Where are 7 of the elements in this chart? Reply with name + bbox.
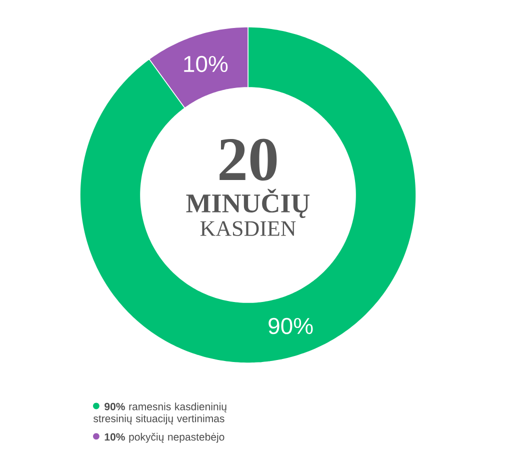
text: 20	[220, 138, 277, 181]
text: KASDIEN	[200, 221, 296, 236]
legend-label: 10% pokyčių nepastebėjo	[104, 432, 224, 443]
text: MINUČIŲ	[186, 188, 310, 218]
data-label: 90%	[268, 318, 313, 334]
legend-label: 90% ramesnis kasdieninių stresinių situacijų vertinimas	[94, 402, 226, 424]
data-label: 10%	[184, 56, 228, 72]
